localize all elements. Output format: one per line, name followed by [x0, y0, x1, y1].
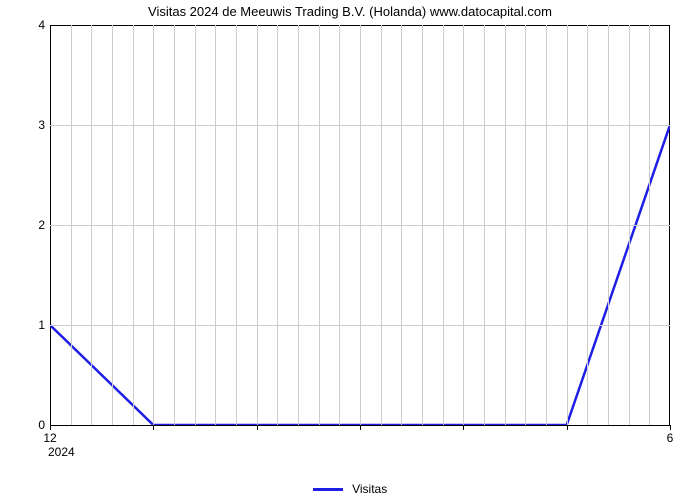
legend-swatch: [313, 488, 343, 491]
x-axis-year-label: 2024: [48, 445, 75, 459]
x-tick-label: 12: [43, 431, 56, 445]
grid-line-v: [567, 25, 568, 425]
y-tick-label: 0: [5, 418, 45, 432]
grid-line-v-minor: [381, 25, 382, 425]
grid-line-v-minor: [649, 25, 650, 425]
x-tick-mark: [257, 425, 258, 430]
grid-line-v-minor: [133, 25, 134, 425]
y-tick-label: 1: [5, 318, 45, 332]
grid-line-v: [463, 25, 464, 425]
grid-line-v-minor: [505, 25, 506, 425]
grid-line-v-minor: [629, 25, 630, 425]
y-tick-label: 3: [5, 118, 45, 132]
grid-line-v-minor: [339, 25, 340, 425]
grid-line-v-minor: [298, 25, 299, 425]
x-tick-mark: [153, 425, 154, 430]
grid-line-v: [360, 25, 361, 425]
line-chart: Visitas 2024 de Meeuwis Trading B.V. (Ho…: [0, 0, 700, 500]
grid-line-v: [257, 25, 258, 425]
grid-line-v-minor: [195, 25, 196, 425]
legend-label: Visitas: [352, 482, 387, 496]
grid-line-v-minor: [277, 25, 278, 425]
x-tick-label: 6: [667, 431, 674, 445]
grid-line-v-minor: [422, 25, 423, 425]
chart-title: Visitas 2024 de Meeuwis Trading B.V. (Ho…: [0, 4, 700, 19]
grid-line-v-minor: [215, 25, 216, 425]
y-tick-label: 4: [5, 18, 45, 32]
grid-line-v-minor: [71, 25, 72, 425]
grid-line-v-minor: [546, 25, 547, 425]
grid-line-v-minor: [525, 25, 526, 425]
grid-line-v-minor: [236, 25, 237, 425]
grid-line-v-minor: [484, 25, 485, 425]
grid-line-v-minor: [443, 25, 444, 425]
x-tick-mark: [463, 425, 464, 430]
grid-line-v-minor: [608, 25, 609, 425]
x-tick-mark: [50, 425, 51, 430]
grid-line-v-minor: [319, 25, 320, 425]
x-tick-mark: [670, 425, 671, 430]
grid-line-v-minor: [401, 25, 402, 425]
grid-line-v-minor: [587, 25, 588, 425]
x-tick-mark: [360, 425, 361, 430]
grid-line-v-minor: [174, 25, 175, 425]
legend: Visitas: [0, 481, 700, 496]
grid-line-v: [153, 25, 154, 425]
grid-line-v-minor: [112, 25, 113, 425]
grid-line-v-minor: [91, 25, 92, 425]
x-tick-mark: [567, 425, 568, 430]
y-tick-label: 2: [5, 218, 45, 232]
